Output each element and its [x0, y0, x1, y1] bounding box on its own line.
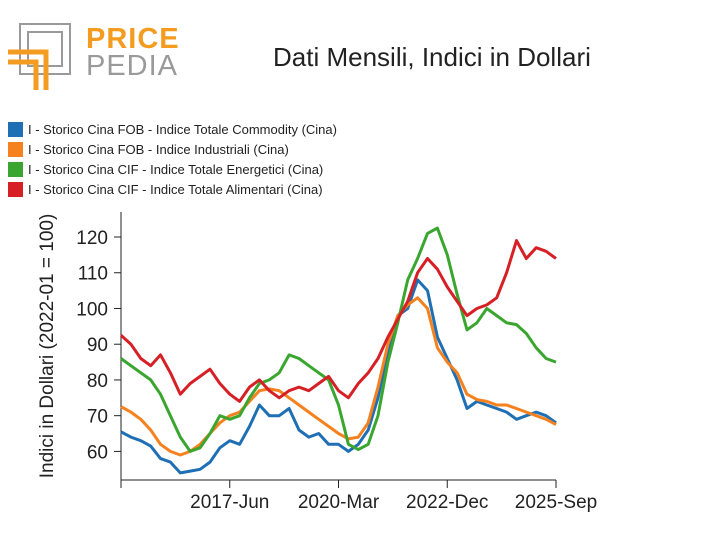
- legend-item-1: I - Storico Cina FOB - Indice Totale Com…: [8, 119, 337, 139]
- series-line-2: [120, 296, 557, 457]
- x-tick-label: 2020-Mar: [298, 492, 380, 513]
- y-axis-label: Indici in Dollari (2022-01 = 100): [37, 214, 58, 479]
- y-tick-label: 80: [87, 371, 108, 392]
- y-tick-label: 70: [87, 407, 108, 428]
- x-tick-label: 2017-Jun: [190, 492, 269, 513]
- x-tick-label: 2025-Sep: [515, 492, 597, 513]
- legend-label: I - Storico Cina FOB - Indice Industrial…: [28, 141, 289, 157]
- legend-label: I - Storico Cina CIF - Indice Totale Ene…: [28, 161, 324, 177]
- pricepedia-logo: PRICE PEDIA: [8, 22, 179, 92]
- y-tick-label: 100: [76, 299, 108, 320]
- legend-swatch: [8, 141, 23, 157]
- legend-label: I - Storico Cina CIF - Indice Totale Ali…: [28, 181, 323, 197]
- series-line-1: [120, 278, 557, 475]
- y-tick-label: 110: [78, 264, 108, 285]
- logo-mark-icon: [8, 23, 71, 90]
- series-line-4: [119, 239, 557, 403]
- legend-swatch: [8, 181, 23, 197]
- chart-legend: I - Storico Cina FOB - Indice Totale Com…: [8, 119, 337, 199]
- chart-title: Dati Mensili, Indici in Dollari: [273, 42, 591, 72]
- y-tick-label: 90: [87, 335, 108, 356]
- logo-text-pedia: PEDIA: [86, 50, 179, 82]
- y-tick-label: 120: [76, 228, 108, 249]
- legend-label: I - Storico Cina FOB - Indice Totale Com…: [28, 121, 337, 137]
- legend-item-3: I - Storico Cina CIF - Indice Totale Ene…: [8, 159, 337, 179]
- y-tick-label: 60: [87, 442, 108, 463]
- legend-item-2: I - Storico Cina FOB - Indice Industrial…: [8, 139, 337, 159]
- legend-item-4: I - Storico Cina CIF - Indice Totale Ali…: [8, 179, 337, 199]
- series-line-3: [120, 226, 557, 453]
- x-tick-label: 2022-Dec: [406, 492, 488, 513]
- logo-text-price: PRICE: [86, 23, 180, 55]
- legend-swatch: [8, 161, 23, 177]
- legend-swatch: [8, 121, 23, 137]
